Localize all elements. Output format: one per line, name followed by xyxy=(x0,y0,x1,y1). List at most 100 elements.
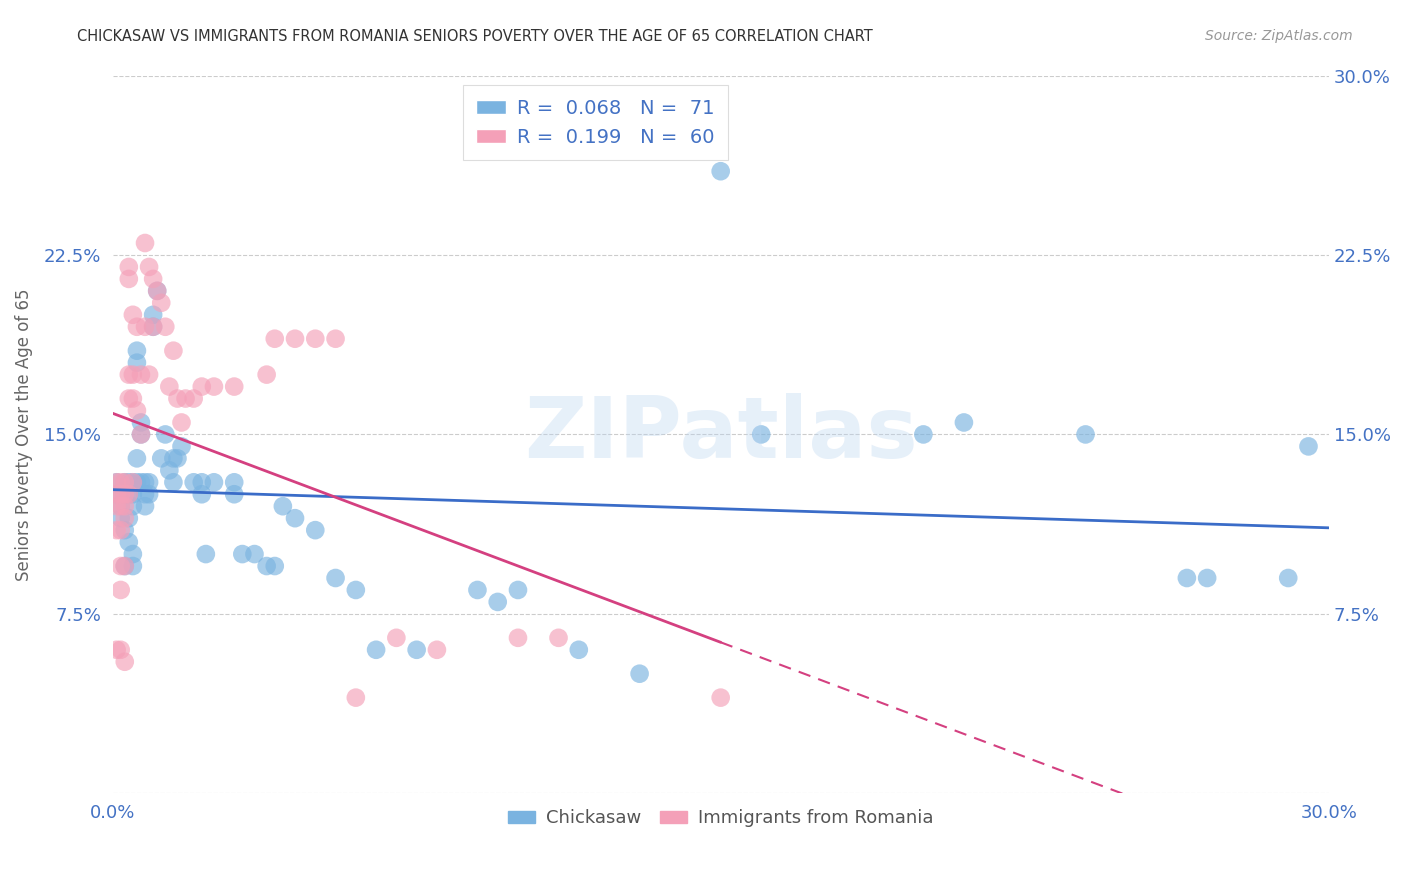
Text: CHICKASAW VS IMMIGRANTS FROM ROMANIA SENIORS POVERTY OVER THE AGE OF 65 CORRELAT: CHICKASAW VS IMMIGRANTS FROM ROMANIA SEN… xyxy=(77,29,873,44)
Point xyxy=(271,500,294,514)
Point xyxy=(568,642,591,657)
Point xyxy=(142,319,165,334)
Point xyxy=(162,475,184,490)
Point xyxy=(467,582,489,597)
Point xyxy=(174,392,197,406)
Point xyxy=(125,319,148,334)
Point xyxy=(166,392,188,406)
Point xyxy=(105,475,128,490)
Point xyxy=(628,666,651,681)
Point xyxy=(191,487,214,501)
Point xyxy=(114,559,136,574)
Point xyxy=(125,356,148,370)
Point xyxy=(138,260,160,274)
Point xyxy=(129,475,152,490)
Point xyxy=(114,487,136,501)
Point xyxy=(118,535,141,549)
Point xyxy=(157,463,180,477)
Point xyxy=(142,319,165,334)
Point xyxy=(231,547,253,561)
Point xyxy=(138,487,160,501)
Point xyxy=(162,451,184,466)
Point xyxy=(202,379,225,393)
Point xyxy=(170,416,193,430)
Point xyxy=(284,511,307,525)
Point xyxy=(146,284,169,298)
Point xyxy=(1074,427,1097,442)
Point xyxy=(1277,571,1299,585)
Point xyxy=(118,475,141,490)
Point xyxy=(263,559,285,574)
Point xyxy=(344,690,367,705)
Point xyxy=(125,475,148,490)
Point xyxy=(121,559,143,574)
Point xyxy=(170,439,193,453)
Point xyxy=(506,631,529,645)
Point xyxy=(405,642,427,657)
Point xyxy=(912,427,935,442)
Point xyxy=(129,368,152,382)
Point xyxy=(110,523,132,537)
Point xyxy=(162,343,184,358)
Point xyxy=(953,416,976,430)
Point xyxy=(142,308,165,322)
Point xyxy=(114,523,136,537)
Point xyxy=(110,475,132,490)
Point xyxy=(191,379,214,393)
Point xyxy=(385,631,408,645)
Point xyxy=(547,631,569,645)
Point xyxy=(256,559,278,574)
Point xyxy=(125,451,148,466)
Point xyxy=(325,571,347,585)
Point xyxy=(134,235,156,250)
Point xyxy=(224,487,246,501)
Point xyxy=(105,500,128,514)
Point xyxy=(121,547,143,561)
Point xyxy=(304,523,326,537)
Point xyxy=(224,475,246,490)
Point xyxy=(224,379,246,393)
Point xyxy=(304,332,326,346)
Point xyxy=(118,487,141,501)
Point xyxy=(105,642,128,657)
Point xyxy=(118,272,141,286)
Point xyxy=(125,403,148,417)
Point xyxy=(749,427,772,442)
Point xyxy=(506,582,529,597)
Point xyxy=(121,392,143,406)
Point xyxy=(134,500,156,514)
Point xyxy=(110,582,132,597)
Point xyxy=(263,332,285,346)
Point xyxy=(110,500,132,514)
Point xyxy=(486,595,509,609)
Point xyxy=(105,487,128,501)
Point xyxy=(166,451,188,466)
Point xyxy=(110,559,132,574)
Point xyxy=(134,487,156,501)
Text: Source: ZipAtlas.com: Source: ZipAtlas.com xyxy=(1205,29,1353,43)
Point xyxy=(150,295,173,310)
Point xyxy=(118,260,141,274)
Point xyxy=(155,319,177,334)
Point xyxy=(121,475,143,490)
Point xyxy=(118,392,141,406)
Point xyxy=(125,343,148,358)
Point xyxy=(121,475,143,490)
Point xyxy=(114,511,136,525)
Point xyxy=(114,500,136,514)
Point xyxy=(105,475,128,490)
Point xyxy=(114,475,136,490)
Point xyxy=(114,487,136,501)
Point xyxy=(710,690,733,705)
Point xyxy=(110,642,132,657)
Point xyxy=(256,368,278,382)
Point xyxy=(121,487,143,501)
Point xyxy=(1298,439,1320,453)
Point xyxy=(142,272,165,286)
Point xyxy=(114,475,136,490)
Point xyxy=(202,475,225,490)
Point xyxy=(364,642,387,657)
Point xyxy=(426,642,449,657)
Point xyxy=(138,475,160,490)
Point xyxy=(105,523,128,537)
